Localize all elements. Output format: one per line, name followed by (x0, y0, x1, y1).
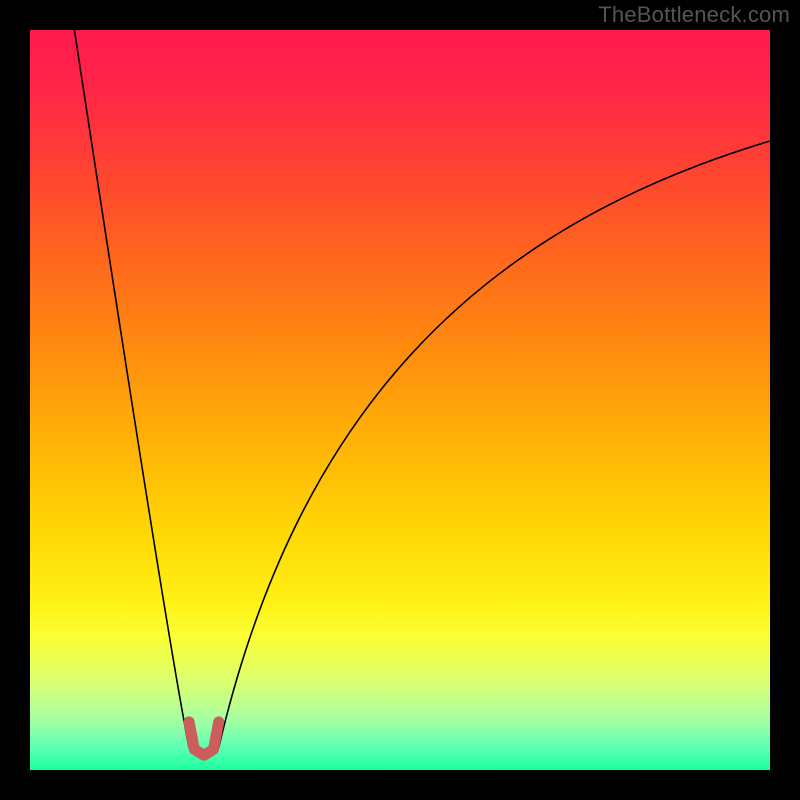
bottleneck-chart (0, 0, 800, 800)
watermark-text: TheBottleneck.com (598, 2, 790, 28)
chart-background (30, 30, 770, 770)
